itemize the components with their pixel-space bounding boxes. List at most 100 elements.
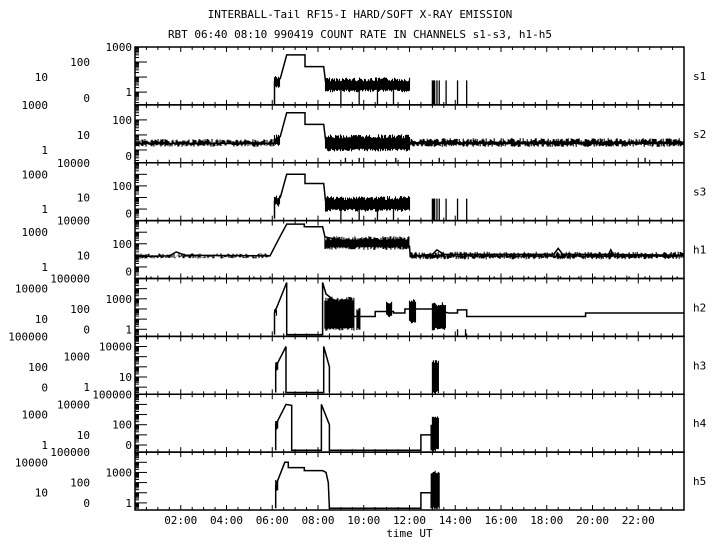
- panel-label-h5: h5: [693, 475, 706, 488]
- noise-band-h2: [356, 308, 361, 331]
- y-tick-label: 1: [125, 323, 132, 336]
- noise-band-s3: [324, 196, 411, 212]
- y-tick-label: 10: [35, 71, 48, 84]
- series-line-h3: [274, 346, 331, 394]
- y-tick-label: 1: [41, 203, 48, 216]
- noise-band-s2: [324, 134, 411, 152]
- y-tick-label: 0: [125, 150, 132, 163]
- y-tick-label: 10000: [15, 456, 48, 469]
- y-tick-label: 10: [77, 249, 90, 262]
- x-tick-label: 02:00: [164, 514, 197, 527]
- panel-label-s1: s1: [693, 70, 706, 83]
- x-axis-label: time UT: [386, 527, 433, 540]
- y-tick-label: 1000: [106, 466, 133, 479]
- series-line-h1: [134, 223, 685, 258]
- y-tick-label: 1: [41, 144, 48, 157]
- y-tick-label: 1: [125, 497, 132, 510]
- panel-label-s3: s3: [693, 186, 706, 199]
- y-tick-label: 10: [77, 191, 90, 204]
- panel-label-s2: s2: [693, 128, 706, 141]
- y-tick-label: 10: [35, 313, 48, 326]
- panel-frame-s3: [134, 162, 685, 222]
- y-tick-label: 1000: [22, 99, 49, 112]
- x-tick-label: 06:00: [256, 514, 289, 527]
- y-tick-label: 100: [70, 303, 90, 316]
- y-tick-label: 100: [70, 56, 90, 69]
- y-tick-label: 1000: [22, 226, 49, 239]
- y-tick-label: 100000: [50, 273, 90, 286]
- y-tick-label: 100: [28, 361, 48, 374]
- series-line-h5: [274, 461, 432, 509]
- noise-band-s2: [409, 138, 684, 147]
- noise-band-h4: [431, 416, 439, 452]
- panel-frame-s2: [134, 104, 685, 164]
- x-tick-label: 14:00: [439, 514, 472, 527]
- y-tick-label: 10000: [99, 341, 132, 354]
- y-tick-label: 1000: [22, 168, 49, 181]
- x-tick-label: 08:00: [301, 514, 334, 527]
- y-tick-label: 100: [112, 180, 132, 193]
- y-tick-label: 0: [83, 497, 90, 510]
- panel-frame-s1: [134, 46, 685, 106]
- y-tick-label: 1: [125, 86, 132, 99]
- x-tick-label: 18:00: [530, 514, 563, 527]
- y-tick-label: 100: [70, 477, 90, 490]
- series-line-s1: [273, 54, 327, 105]
- x-tick-label: 12:00: [393, 514, 426, 527]
- series-line-h2: [273, 282, 684, 336]
- panel-frame-h3: [134, 335, 685, 395]
- noise-band-h2: [324, 296, 355, 331]
- x-tick-label: 20:00: [576, 514, 609, 527]
- y-tick-label: 0: [125, 208, 132, 221]
- x-tick-label: 16:00: [484, 514, 517, 527]
- panel-frame-h4: [134, 393, 685, 453]
- y-tick-label: 10000: [57, 157, 90, 170]
- panel-frame-h5: [134, 451, 685, 511]
- x-tick-label: 04:00: [210, 514, 243, 527]
- y-tick-label: 10: [77, 129, 90, 142]
- chart-title: INTERBALL-Tail RF15-I HARD/SOFT X-RAY EM…: [207, 8, 513, 21]
- y-tick-label: 10000: [15, 283, 48, 296]
- y-tick-label: 1: [41, 439, 48, 452]
- panel-label-h2: h2: [693, 301, 706, 314]
- y-tick-label: 10000: [57, 215, 90, 228]
- y-tick-label: 100000: [50, 446, 90, 459]
- panel-label-h4: h4: [693, 417, 707, 430]
- y-tick-label: 10: [119, 371, 132, 384]
- y-tick-label: 100: [112, 114, 132, 127]
- noise-band-h1: [409, 251, 684, 260]
- y-tick-label: 0: [125, 266, 132, 279]
- panel-label-h3: h3: [693, 359, 706, 372]
- y-tick-label: 1000: [106, 41, 133, 54]
- y-tick-label: 0: [83, 92, 90, 105]
- y-tick-label: 100000: [8, 330, 48, 343]
- y-tick-label: 1000: [64, 351, 91, 364]
- y-tick-label: 0: [125, 439, 132, 452]
- y-tick-label: 1000: [22, 409, 49, 422]
- series-line-s2: [273, 111, 327, 144]
- noise-band-h2: [386, 301, 393, 318]
- y-tick-label: 1: [83, 381, 90, 394]
- noise-band-h3: [431, 360, 439, 394]
- y-tick-label: 10: [35, 487, 48, 500]
- y-tick-label: 0: [41, 381, 48, 394]
- x-tick-label: 22:00: [622, 514, 655, 527]
- x-tick-label: 10:00: [347, 514, 380, 527]
- noise-band-s1: [324, 77, 411, 93]
- y-tick-label: 100000: [92, 388, 132, 401]
- y-tick-label: 10000: [57, 398, 90, 411]
- noise-band-h2: [431, 302, 446, 331]
- y-tick-label: 10: [77, 429, 90, 442]
- y-tick-label: 1: [41, 261, 48, 274]
- noise-band-h2: [408, 299, 417, 324]
- panel-label-h1: h1: [693, 244, 706, 257]
- y-tick-label: 0: [83, 323, 90, 336]
- series-line-h4: [274, 403, 432, 452]
- y-tick-label: 100: [112, 238, 132, 251]
- noise-band-s2: [134, 138, 275, 147]
- series-line-s3: [273, 173, 327, 219]
- chart-subtitle: RBT 06:40 08:10 990419 COUNT RATE IN CHA…: [167, 28, 553, 41]
- y-tick-label: 100: [112, 419, 132, 432]
- noise-band-h5: [430, 470, 440, 510]
